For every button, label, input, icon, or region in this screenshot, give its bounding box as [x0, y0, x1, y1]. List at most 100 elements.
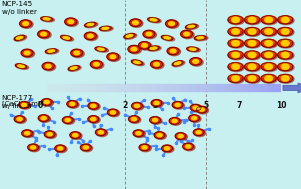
Circle shape — [193, 129, 204, 136]
Ellipse shape — [232, 64, 239, 69]
Ellipse shape — [229, 16, 242, 19]
Circle shape — [132, 21, 138, 25]
Ellipse shape — [278, 74, 293, 83]
Circle shape — [150, 60, 163, 68]
Ellipse shape — [265, 64, 272, 69]
Circle shape — [41, 32, 47, 36]
Ellipse shape — [246, 52, 259, 54]
Ellipse shape — [129, 46, 141, 54]
Ellipse shape — [14, 35, 25, 40]
Ellipse shape — [96, 129, 108, 137]
Text: 10: 10 — [276, 101, 287, 110]
Circle shape — [41, 116, 46, 120]
Circle shape — [138, 42, 150, 49]
Ellipse shape — [281, 29, 289, 34]
Ellipse shape — [278, 63, 294, 72]
Circle shape — [183, 143, 194, 150]
Ellipse shape — [248, 29, 256, 34]
Ellipse shape — [139, 42, 152, 50]
Ellipse shape — [134, 61, 140, 64]
Ellipse shape — [279, 52, 292, 54]
Ellipse shape — [15, 116, 26, 123]
Ellipse shape — [228, 28, 244, 36]
Circle shape — [88, 116, 99, 122]
Circle shape — [157, 133, 162, 137]
Ellipse shape — [194, 129, 206, 137]
Ellipse shape — [108, 110, 120, 117]
Ellipse shape — [265, 52, 272, 58]
Ellipse shape — [279, 63, 292, 66]
Ellipse shape — [244, 74, 260, 83]
Circle shape — [38, 30, 50, 38]
Ellipse shape — [246, 75, 259, 78]
Ellipse shape — [18, 64, 24, 68]
Ellipse shape — [244, 51, 260, 59]
Ellipse shape — [148, 46, 161, 51]
Circle shape — [24, 51, 30, 55]
Circle shape — [21, 103, 27, 107]
Ellipse shape — [173, 61, 185, 67]
Circle shape — [22, 130, 33, 137]
Circle shape — [71, 49, 83, 57]
Circle shape — [70, 132, 81, 139]
Circle shape — [170, 49, 176, 53]
Circle shape — [196, 106, 207, 113]
Ellipse shape — [61, 36, 74, 41]
Ellipse shape — [89, 103, 100, 110]
Ellipse shape — [265, 29, 272, 34]
Ellipse shape — [100, 26, 113, 31]
Circle shape — [199, 108, 204, 111]
Ellipse shape — [281, 64, 289, 69]
Ellipse shape — [20, 20, 33, 28]
Ellipse shape — [182, 31, 194, 39]
Ellipse shape — [279, 16, 292, 19]
Circle shape — [142, 146, 147, 149]
Circle shape — [154, 132, 165, 139]
Circle shape — [14, 116, 25, 122]
Ellipse shape — [164, 36, 170, 40]
Ellipse shape — [42, 99, 54, 106]
Ellipse shape — [228, 27, 243, 36]
Ellipse shape — [163, 146, 174, 153]
Ellipse shape — [99, 26, 111, 30]
Ellipse shape — [188, 25, 194, 28]
Circle shape — [172, 119, 177, 123]
Circle shape — [189, 115, 200, 122]
Circle shape — [30, 146, 36, 149]
Circle shape — [84, 32, 96, 40]
Ellipse shape — [150, 18, 157, 21]
Circle shape — [178, 134, 183, 138]
Ellipse shape — [147, 18, 160, 22]
Circle shape — [87, 34, 93, 38]
Ellipse shape — [229, 28, 242, 31]
Circle shape — [55, 145, 66, 152]
Circle shape — [146, 32, 152, 36]
Ellipse shape — [144, 31, 157, 39]
Ellipse shape — [48, 50, 54, 53]
Circle shape — [110, 55, 116, 59]
Ellipse shape — [232, 29, 239, 34]
FancyArrow shape — [283, 83, 301, 93]
Ellipse shape — [187, 47, 199, 51]
Circle shape — [193, 106, 198, 109]
Circle shape — [17, 117, 22, 121]
Circle shape — [41, 99, 52, 105]
Circle shape — [184, 32, 190, 36]
Ellipse shape — [232, 41, 239, 46]
Ellipse shape — [46, 49, 59, 54]
Ellipse shape — [262, 63, 278, 72]
Ellipse shape — [232, 76, 239, 81]
Ellipse shape — [245, 16, 261, 25]
Ellipse shape — [278, 75, 294, 83]
Ellipse shape — [281, 76, 289, 81]
Ellipse shape — [126, 34, 133, 38]
Circle shape — [44, 100, 49, 104]
Ellipse shape — [228, 51, 243, 59]
Ellipse shape — [130, 19, 143, 27]
Ellipse shape — [278, 16, 293, 24]
Ellipse shape — [148, 18, 161, 23]
Text: [CaCl₂] (mM): [CaCl₂] (mM) — [2, 100, 46, 107]
Ellipse shape — [41, 17, 53, 21]
Ellipse shape — [176, 133, 188, 140]
Ellipse shape — [61, 35, 72, 40]
